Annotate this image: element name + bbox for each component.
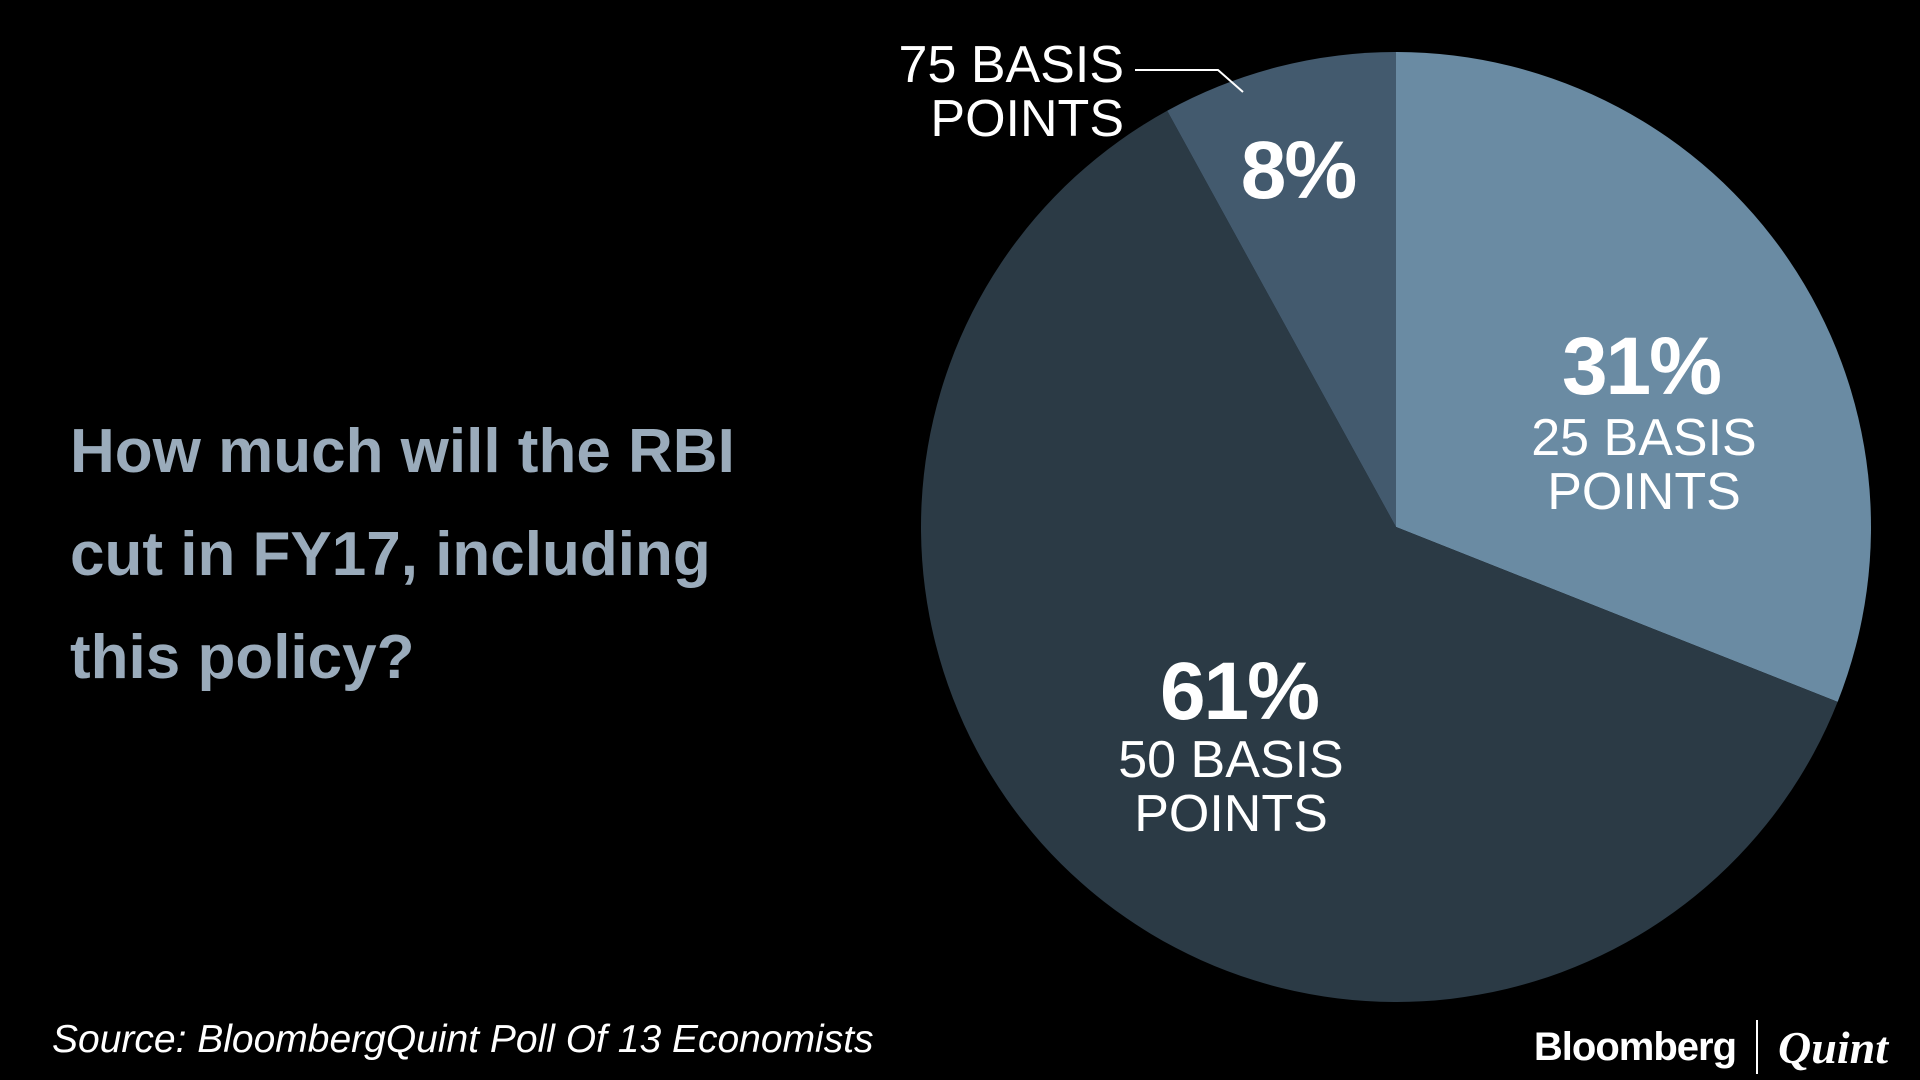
source: Source: BloombergQuint Poll Of 13 Econom… bbox=[52, 1018, 874, 1061]
value-label: 8% bbox=[1240, 125, 1358, 216]
logo-text: Bloomberg bbox=[1533, 1024, 1737, 1069]
value-label: 31% bbox=[1561, 321, 1722, 412]
logo-text: Quint bbox=[1778, 1021, 1888, 1073]
pie-slice bbox=[1167, 52, 1396, 527]
pie-slice bbox=[1396, 52, 1871, 702]
leader-line bbox=[1135, 69, 1244, 93]
pie-slice bbox=[920, 110, 1838, 1002]
value-label: 61% bbox=[1159, 646, 1320, 737]
category-label: 25 BASIS POINTS bbox=[1531, 409, 1757, 521]
logo: Bloomberg Quint bbox=[1534, 1020, 1888, 1074]
category-label: 50 BASIS POINTS bbox=[1118, 731, 1344, 843]
chart-title: How much will the RBI cut in FY17, inclu… bbox=[70, 417, 735, 692]
logo-separator bbox=[1756, 1020, 1759, 1074]
category-label: 75 BASIS POINTS bbox=[898, 36, 1124, 148]
